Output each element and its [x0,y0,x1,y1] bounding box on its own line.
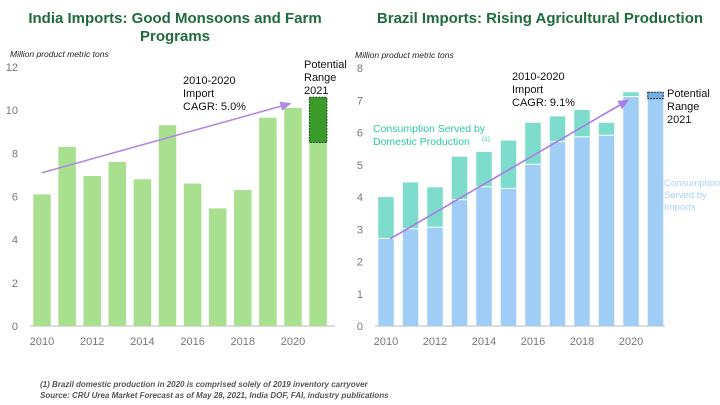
domestic-bar-2010 [378,197,394,238]
bar-2014 [133,179,152,326]
domestic-series-label: Domestic Production [373,136,470,148]
potential-range-label: Potential [304,59,347,71]
bar-2021 [309,142,327,326]
potential-range-2021 [308,96,328,144]
bar-2011 [58,146,76,326]
imports-bar-2018 [574,137,590,326]
trend-arrow [389,99,630,240]
footnote-source: Source: CRU Urea Market Forecast as of M… [40,391,389,400]
y-axis-label: Million product metric tons [355,50,454,60]
y-axis-label: Million product metric tons [10,49,109,59]
bar-2020 [284,108,302,326]
imports-bar-2019 [598,135,615,326]
x-tick-label: 2016 [180,336,204,348]
bar-2019 [259,117,277,327]
bar-2013 [108,161,127,326]
brazil-chart-title: Brazil Imports: Rising Agricultural Prod… [376,10,704,27]
x-tick-label: 2014 [130,336,154,348]
imports-bar-2014 [476,187,492,326]
y-tick-label: 2 [12,278,18,290]
bar-2016 [183,183,202,326]
bar-2018 [234,190,252,326]
y-tick-label: 12 [6,62,18,74]
imports-bar-2013 [451,200,468,326]
domestic-bar-2020 [623,92,639,97]
domestic-bar-2015 [500,140,517,188]
trend-arrow [41,101,292,174]
bar-2010 [33,194,51,326]
y-tick-label: 3 [357,224,363,236]
potential-range-label: 2021 [667,114,691,126]
x-tick-label: 2012 [423,336,447,348]
india-chart-title: India Imports: Good Monsoons and Farm Pr… [28,10,322,45]
domestic-bar-2013 [451,156,468,200]
bar-2012 [83,175,101,326]
y-tick-label: 2 [357,257,363,269]
imports-bar-2017 [549,142,566,326]
cagr-annotation: CAGR: 9.1% [512,97,575,109]
cagr-annotation: Import [183,88,214,100]
y-tick-label: 10 [6,105,18,117]
x-tick-label: 2016 [521,336,545,348]
domestic-series-label: Consumption Served by [373,123,486,135]
y-tick-label: 1 [357,289,363,301]
x-tick-label: 2010 [374,336,398,348]
cagr-annotation: CAGR: 5.0% [183,101,246,113]
x-tick-label: 2012 [80,336,104,348]
x-tick-label: 2020 [281,336,305,348]
imports-bar-2010 [378,238,394,326]
domestic-bar-2019 [598,122,615,135]
imports-series-label: Imports [664,202,696,213]
imports-series-label: Consumption [664,178,720,189]
y-tick-label: 4 [357,192,363,204]
y-tick-label: 8 [357,63,363,75]
imports-bar-2012 [427,227,443,326]
footnote-1: (1) Brazil domestic production in 2020 i… [40,380,368,389]
x-tick-label: 2018 [231,336,255,348]
imports-bar-2021 [647,98,664,326]
potential-range-2021 [647,91,664,100]
domestic-bar-2012 [427,187,443,227]
y-tick-label: 8 [12,148,18,160]
x-tick-label: 2010 [30,336,54,348]
imports-bar-2016 [525,164,541,326]
y-tick-label: 0 [357,321,363,333]
potential-range-label: 2021 [304,85,328,97]
y-tick-label: 7 [357,95,363,107]
x-tick-label: 2020 [619,336,643,348]
domestic-bar-2017 [549,116,566,142]
domestic-footnote-marker: (1) [482,136,490,143]
cagr-annotation: Import [512,84,543,96]
potential-range-label: Potential [667,88,710,100]
imports-bar-2011 [402,229,419,326]
y-tick-label: 0 [12,321,18,333]
imports-bar-2015 [500,188,517,326]
bar-2017 [208,208,227,326]
bar-2015 [158,125,177,327]
domestic-bar-2011 [402,182,419,229]
cagr-annotation: 2010-2020 [512,71,565,83]
domestic-bar-2014 [476,151,492,187]
potential-range-label: Range [304,72,336,84]
imports-series-label: Served by [664,190,707,201]
imports-bar-2020 [623,97,639,327]
domestic-bar-2016 [525,122,541,164]
x-tick-label: 2018 [570,336,594,348]
y-tick-label: 5 [357,160,363,172]
y-tick-label: 4 [12,235,18,247]
cagr-annotation: 2010-2020 [183,75,236,87]
x-tick-label: 2014 [472,336,496,348]
y-tick-label: 6 [12,192,18,204]
y-tick-label: 6 [357,128,363,140]
potential-range-label: Range [667,101,699,113]
